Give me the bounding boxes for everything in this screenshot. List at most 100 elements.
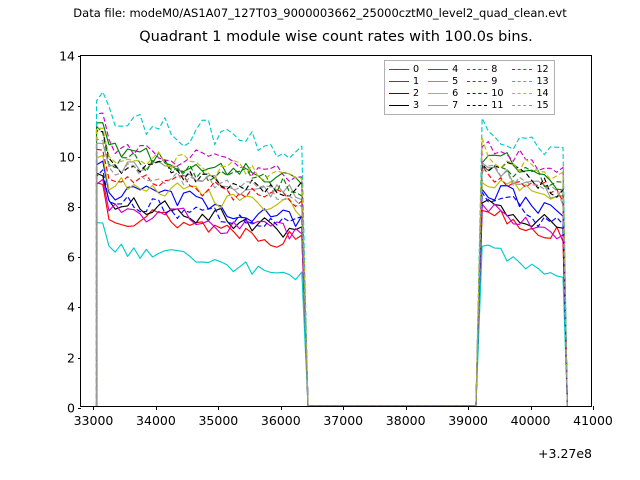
legend-swatch-4	[428, 69, 449, 70]
x-tick-mark	[468, 406, 470, 410]
legend-swatch-1	[389, 81, 409, 82]
x-tick-label: 38000	[385, 413, 426, 428]
legend-swatch-10	[467, 93, 488, 94]
x-tick-label: 35000	[198, 413, 239, 428]
legend-swatch-9	[467, 81, 488, 82]
x-tick-label: 40000	[510, 413, 551, 428]
y-tick-label: 8	[67, 199, 75, 215]
legend-swatch-0	[389, 69, 409, 70]
series-line-0	[95, 182, 568, 406]
x-tick-label: 33000	[73, 413, 114, 428]
legend-swatch-11	[467, 105, 488, 106]
legend-swatch-7	[428, 105, 449, 106]
series-line-3	[95, 172, 568, 406]
x-tick-mark	[280, 406, 282, 410]
legend-label-7: 7	[452, 100, 459, 111]
y-tick-mark	[77, 106, 81, 108]
series-line-13	[95, 91, 568, 406]
x-tick-mark	[218, 406, 220, 410]
x-tick-label: 39000	[448, 413, 488, 428]
legend-item-2[interactable]: 2	[389, 88, 419, 99]
legend-label-10: 10	[491, 88, 504, 99]
legend-item-11[interactable]: 11	[467, 100, 503, 111]
legend-label-14: 14	[536, 88, 549, 99]
series-layer	[95, 91, 568, 406]
legend-label-0: 0	[413, 64, 420, 75]
legend-item-0[interactable]: 0	[389, 64, 419, 75]
y-tick-mark	[77, 357, 81, 359]
y-tick-mark	[77, 156, 81, 158]
y-tick-label: 12	[59, 98, 75, 114]
y-tick-mark	[77, 206, 81, 208]
series-line-12	[95, 112, 568, 406]
y-tick-mark	[77, 307, 81, 309]
legend-label-8: 8	[491, 64, 498, 75]
x-tick-label: 36000	[260, 413, 301, 428]
y-tick-label: 10	[59, 149, 75, 165]
legend-item-10[interactable]: 10	[467, 88, 503, 99]
x-tick-mark	[93, 406, 95, 410]
legend-label-15: 15	[536, 100, 549, 111]
x-tick-label: 41000	[573, 413, 613, 428]
x-tick-mark	[155, 406, 157, 410]
y-tick-label: 0	[67, 400, 75, 416]
legend-swatch-12	[512, 69, 533, 70]
series-line-7	[95, 142, 568, 406]
legend-item-15[interactable]: 15	[512, 100, 549, 111]
series-line-5	[95, 221, 568, 406]
legend-swatch-2	[389, 93, 409, 94]
series-line-2	[95, 160, 568, 406]
legend-item-4[interactable]: 4	[428, 64, 458, 75]
y-tick-label: 14	[59, 48, 75, 64]
y-tick-mark	[77, 257, 81, 259]
legend-item-1[interactable]: 1	[389, 76, 419, 87]
legend-label-12: 12	[536, 64, 549, 75]
legend-label-1: 1	[413, 76, 420, 87]
legend-label-9: 9	[491, 76, 498, 87]
x-tick-mark	[530, 406, 532, 410]
legend-item-13[interactable]: 13	[512, 76, 549, 87]
legend-label-11: 11	[491, 100, 504, 111]
series-line-11	[95, 130, 568, 406]
legend-item-12[interactable]: 12	[512, 64, 549, 75]
y-tick-mark	[77, 56, 81, 57]
legend-label-4: 4	[452, 64, 459, 75]
data-file-label: Data file: modeM0/AS1A07_127T03_90000036…	[73, 6, 567, 20]
y-tick-label: 6	[67, 249, 75, 265]
series-legend[interactable]: 0 4 8 12 1 5 9 13 2 6 10 14 3 7 11 15	[384, 60, 555, 115]
x-tick-mark	[593, 406, 594, 410]
y-tick-label: 4	[67, 299, 75, 315]
series-line-8	[95, 148, 568, 406]
series-line-15	[95, 138, 568, 406]
legend-swatch-8	[467, 69, 488, 70]
legend-item-8[interactable]: 8	[467, 64, 503, 75]
legend-label-2: 2	[413, 88, 420, 99]
legend-swatch-3	[389, 105, 409, 106]
legend-label-3: 3	[413, 100, 420, 111]
legend-item-3[interactable]: 3	[389, 100, 419, 111]
legend-item-6[interactable]: 6	[428, 88, 458, 99]
legend-swatch-6	[428, 93, 449, 94]
legend-swatch-13	[512, 81, 533, 82]
legend-label-13: 13	[536, 76, 549, 87]
x-tick-label: 37000	[323, 413, 364, 428]
legend-item-9[interactable]: 9	[467, 76, 503, 87]
legend-item-7[interactable]: 7	[428, 100, 458, 111]
legend-item-14[interactable]: 14	[512, 88, 549, 99]
series-line-6	[95, 154, 568, 406]
legend-item-5[interactable]: 5	[428, 76, 458, 87]
legend-swatch-5	[428, 81, 449, 82]
legend-swatch-15	[512, 105, 533, 106]
x-tick-mark	[343, 406, 345, 410]
chart-title: Quadrant 1 module wise count rates with …	[139, 29, 533, 45]
legend-label-5: 5	[452, 76, 459, 87]
y-tick-mark	[77, 408, 81, 409]
x-tick-label: 34000	[136, 413, 176, 428]
series-line-1	[95, 122, 568, 406]
legend-label-6: 6	[452, 88, 459, 99]
series-line-4	[95, 178, 568, 406]
y-tick-label: 2	[67, 350, 75, 366]
x-tick-mark	[405, 406, 407, 410]
legend-swatch-14	[512, 93, 533, 94]
